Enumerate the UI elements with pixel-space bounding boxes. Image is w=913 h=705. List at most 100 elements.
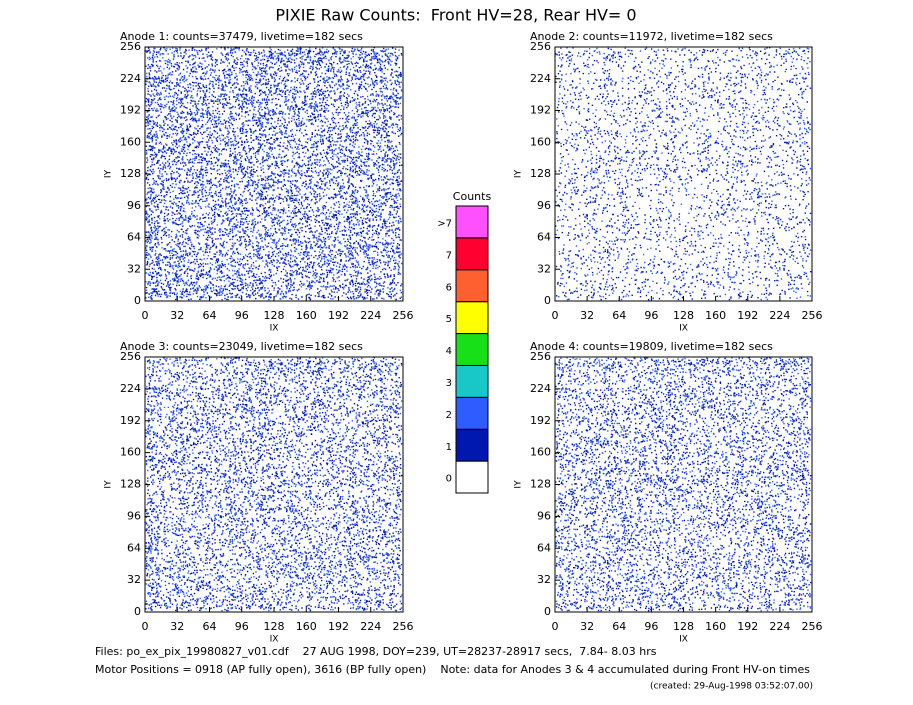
x-tick-label: 64 — [612, 309, 626, 322]
x-tick-label: 160 — [705, 620, 726, 633]
y-tick-label: 64 — [127, 541, 141, 554]
y-tick-label: 32 — [127, 573, 141, 586]
x-tick-label: 128 — [673, 309, 694, 322]
y-tick-label: 96 — [537, 509, 551, 522]
y-tick-label: 224 — [530, 382, 551, 395]
y-axis-label: IY — [514, 480, 524, 489]
x-tick-label: 128 — [673, 620, 694, 633]
colorbar-swatch — [455, 333, 489, 366]
x-tick-label: 224 — [769, 620, 790, 633]
y-axis-label: IY — [514, 169, 524, 178]
x-tick-label: 0 — [552, 620, 559, 633]
colorbar-label: 5 — [446, 314, 452, 325]
x-tick-label: 192 — [328, 620, 349, 633]
y-tick-label: 64 — [537, 231, 551, 244]
x-tick-label: 160 — [705, 309, 726, 322]
x-tick-label: 224 — [769, 309, 790, 322]
x-tick-label: 160 — [296, 309, 317, 322]
x-tick-label: 256 — [393, 620, 414, 633]
x-axis-label: IX — [270, 324, 279, 334]
x-tick-label: 128 — [264, 620, 285, 633]
y-tick-label: 32 — [537, 262, 551, 275]
x-tick-label: 96 — [235, 620, 249, 633]
colorbar-label: 7 — [446, 250, 452, 261]
speckle — [145, 47, 403, 301]
panel-title: Anode 1: counts=37479, livetime=182 secs — [120, 30, 363, 43]
y-axis-label: IY — [104, 169, 114, 178]
colorbar-swatch — [455, 428, 489, 462]
x-tick-label: 96 — [644, 309, 658, 322]
y-tick-label: 256 — [120, 350, 141, 363]
colorbar-label: >7 — [437, 219, 452, 230]
colorbar-swatch — [455, 396, 489, 430]
y-tick-label: 96 — [127, 199, 141, 212]
colorbar-title: Counts — [453, 190, 492, 203]
colorbar-label: 6 — [446, 282, 452, 293]
colorbar-swatch — [455, 205, 489, 239]
x-tick-label: 160 — [296, 620, 317, 633]
x-tick-label: 224 — [360, 309, 381, 322]
y-tick-label: 224 — [530, 72, 551, 85]
x-tick-label: 64 — [612, 620, 626, 633]
x-tick-label: 128 — [264, 309, 285, 322]
y-tick-label: 160 — [120, 135, 141, 148]
footer-files: Files: po_ex_pix_19980827_v01.cdf 27 AUG… — [95, 645, 657, 658]
colorbar-label: 3 — [446, 378, 452, 389]
x-tick-label: 64 — [203, 309, 217, 322]
colorbar-label: 1 — [446, 442, 452, 453]
y-tick-label: 128 — [120, 167, 141, 180]
y-tick-label: 128 — [530, 478, 551, 491]
colorbar-swatch — [455, 301, 489, 335]
speckle-texture — [145, 357, 403, 612]
x-tick-label: 0 — [142, 309, 149, 322]
y-tick-label: 256 — [530, 40, 551, 53]
speckle — [145, 47, 403, 301]
x-axis-label: IX — [679, 635, 688, 645]
x-tick-label: 0 — [552, 309, 559, 322]
speckle — [145, 357, 403, 612]
colorbar-swatch — [455, 460, 489, 494]
x-tick-label: 0 — [142, 620, 149, 633]
speckle — [555, 47, 812, 301]
y-tick-label: 32 — [127, 262, 141, 275]
x-tick-label: 256 — [393, 309, 414, 322]
panel-title: Anode 2: counts=11972, livetime=182 secs — [530, 30, 773, 43]
y-tick-label: 0 — [544, 294, 551, 307]
y-axis-label: IY — [104, 480, 114, 489]
x-tick-label: 32 — [580, 309, 594, 322]
colorbar-label: 4 — [446, 346, 452, 357]
y-tick-label: 0 — [134, 605, 141, 618]
footer-created: (created: 29-Aug-1998 03:52:07.00) — [650, 682, 813, 692]
figure-title: PIXIE Raw Counts: Front HV=28, Rear HV= … — [275, 6, 636, 25]
footer-motor: Motor Positions = 0918 (AP fully open), … — [95, 663, 810, 676]
y-tick-label: 64 — [537, 541, 551, 554]
y-tick-label: 0 — [544, 605, 551, 618]
y-tick-label: 224 — [120, 382, 141, 395]
colorbar-swatch — [455, 269, 489, 303]
x-tick-label: 224 — [360, 620, 381, 633]
speckle-texture — [555, 357, 812, 612]
x-tick-label: 32 — [580, 620, 594, 633]
y-tick-label: 192 — [530, 414, 551, 427]
y-tick-label: 128 — [120, 478, 141, 491]
panel-title: Anode 3: counts=23049, livetime=182 secs — [120, 340, 363, 353]
y-tick-label: 64 — [127, 231, 141, 244]
y-tick-label: 160 — [120, 446, 141, 459]
y-tick-label: 96 — [127, 509, 141, 522]
x-tick-label: 256 — [802, 309, 823, 322]
y-tick-label: 256 — [530, 350, 551, 363]
y-tick-label: 192 — [120, 104, 141, 117]
x-tick-label: 96 — [235, 309, 249, 322]
colorbar-label: 0 — [446, 474, 452, 485]
y-tick-label: 96 — [537, 199, 551, 212]
y-tick-label: 192 — [120, 414, 141, 427]
x-tick-label: 192 — [328, 309, 349, 322]
colorbar-swatch — [455, 364, 489, 398]
y-tick-label: 0 — [134, 294, 141, 307]
y-tick-label: 128 — [530, 167, 551, 180]
x-axis-label: IX — [270, 635, 279, 645]
y-tick-label: 160 — [530, 446, 551, 459]
colorbar-label: 2 — [446, 410, 452, 421]
x-tick-label: 192 — [737, 309, 758, 322]
